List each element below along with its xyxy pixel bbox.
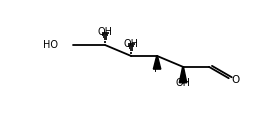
Text: O: O: [232, 75, 240, 85]
Text: F: F: [154, 64, 160, 74]
Text: HO: HO: [43, 40, 58, 50]
Text: OH: OH: [176, 78, 191, 88]
Text: OH: OH: [98, 27, 113, 37]
Polygon shape: [153, 56, 161, 69]
Polygon shape: [179, 67, 187, 83]
Text: OH: OH: [124, 39, 139, 49]
